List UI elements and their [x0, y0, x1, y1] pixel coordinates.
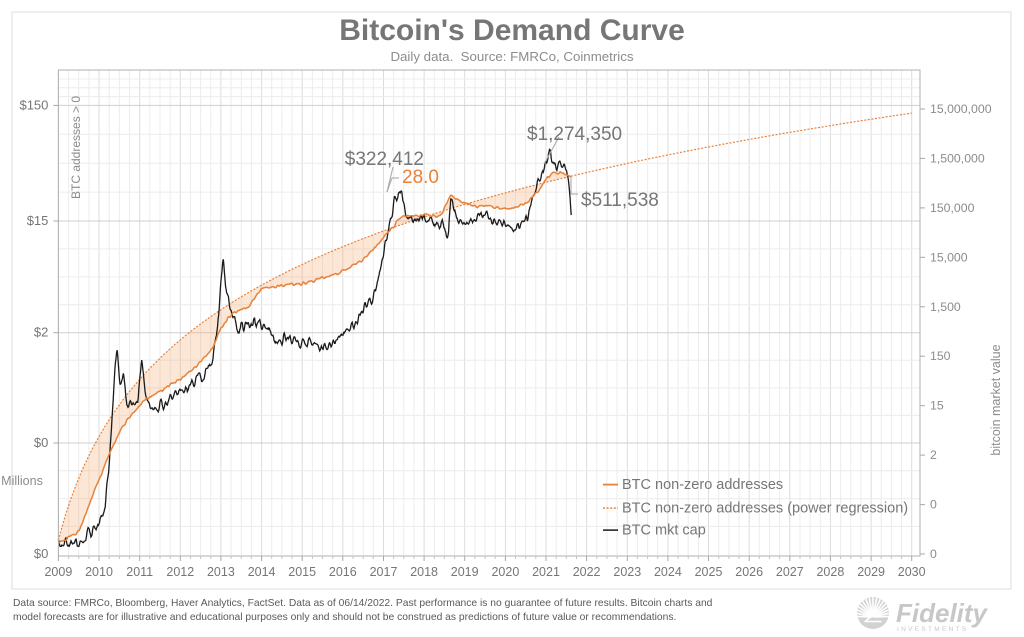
svg-text:2014: 2014	[248, 565, 276, 579]
svg-text:2013: 2013	[207, 565, 235, 579]
svg-text:$0: $0	[34, 546, 48, 561]
svg-text:BTC addresses > 0: BTC addresses > 0	[69, 96, 83, 199]
svg-text:Millions: Millions	[1, 474, 43, 488]
svg-text:2012: 2012	[166, 565, 194, 579]
svg-text:Fidelity: Fidelity	[896, 598, 989, 628]
svg-text:2020: 2020	[491, 565, 519, 579]
svg-text:$2: $2	[34, 325, 48, 340]
svg-text:BTC non-zero addresses: BTC non-zero addresses	[622, 477, 783, 493]
svg-text:2018: 2018	[410, 565, 438, 579]
svg-text:bitcoin market value: bitcoin market value	[989, 344, 1003, 455]
svg-text:$150: $150	[19, 97, 48, 112]
svg-text:2029: 2029	[857, 565, 885, 579]
svg-text:2023: 2023	[613, 565, 641, 579]
svg-text:BTC non-zero addresses (power: BTC non-zero addresses (power regression…	[622, 501, 908, 517]
svg-text:15,000: 15,000	[930, 250, 968, 264]
svg-text:2017: 2017	[370, 565, 398, 579]
svg-text:2024: 2024	[654, 565, 682, 579]
svg-text:INVESTMENTS: INVESTMENTS	[897, 626, 969, 633]
svg-text:2025: 2025	[695, 565, 723, 579]
svg-text:2: 2	[930, 448, 937, 462]
svg-text:2027: 2027	[776, 565, 804, 579]
svg-text:2019: 2019	[451, 565, 479, 579]
svg-text:0: 0	[930, 498, 937, 512]
svg-text:1,500: 1,500	[930, 300, 961, 314]
svg-text:150: 150	[930, 349, 951, 363]
svg-text:BTC mkt cap: BTC mkt cap	[622, 523, 706, 539]
svg-text:15: 15	[930, 399, 944, 413]
svg-text:$15: $15	[27, 213, 49, 228]
svg-text:$0: $0	[34, 435, 48, 450]
svg-text:150,000: 150,000	[930, 201, 975, 215]
svg-text:2030: 2030	[898, 565, 926, 579]
svg-text:2009: 2009	[44, 565, 72, 579]
svg-text:2010: 2010	[85, 565, 113, 579]
svg-text:0: 0	[930, 547, 937, 561]
svg-text:2026: 2026	[735, 565, 763, 579]
svg-text:2022: 2022	[573, 565, 601, 579]
svg-text:1,500,000: 1,500,000	[930, 151, 985, 165]
svg-text:2015: 2015	[288, 565, 316, 579]
svg-text:2028: 2028	[816, 565, 844, 579]
svg-text:15,000,000: 15,000,000	[930, 102, 992, 116]
svg-text:2016: 2016	[329, 565, 357, 579]
svg-text:2011: 2011	[126, 565, 153, 579]
svg-text:$1,274,350: $1,274,350	[527, 124, 622, 145]
svg-text:$511,538: $511,538	[581, 190, 659, 211]
svg-text:28.0: 28.0	[402, 167, 439, 188]
svg-text:2021: 2021	[532, 565, 560, 579]
